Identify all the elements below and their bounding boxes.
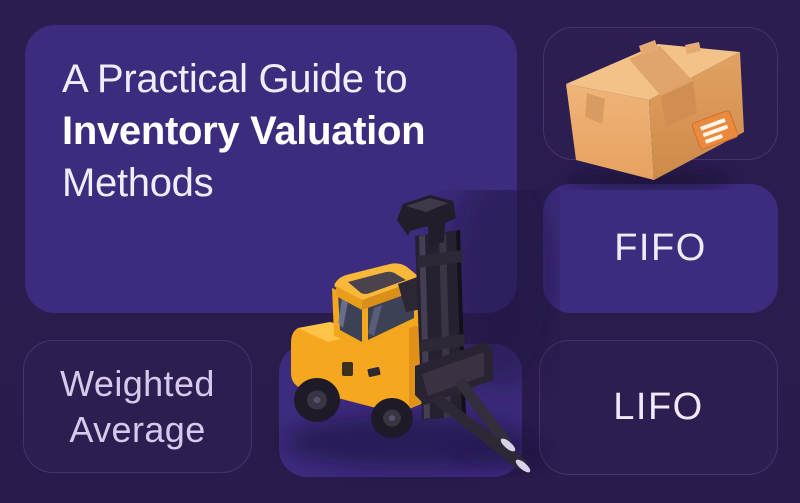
parcel-card: [543, 27, 778, 160]
fifo-label: FIFO: [614, 227, 707, 269]
title-card: A Practical Guide to Inventory Valuation…: [25, 25, 517, 313]
title-line-3: Methods: [62, 161, 214, 205]
forklift-card: [279, 344, 522, 477]
weighted-average-label: Weighted Average: [60, 362, 215, 450]
weighted-average-card: Weighted Average: [23, 340, 252, 473]
hood-top: [298, 322, 370, 342]
title-line-2: Inventory Valuation: [62, 109, 426, 153]
fifo-card: FIFO: [543, 184, 778, 313]
title-line-1: A Practical Guide to: [62, 57, 408, 101]
lifo-card: LIFO: [539, 340, 778, 475]
page-title: A Practical Guide to Inventory Valuation…: [25, 25, 517, 209]
lifo-label: LIFO: [613, 386, 704, 428]
